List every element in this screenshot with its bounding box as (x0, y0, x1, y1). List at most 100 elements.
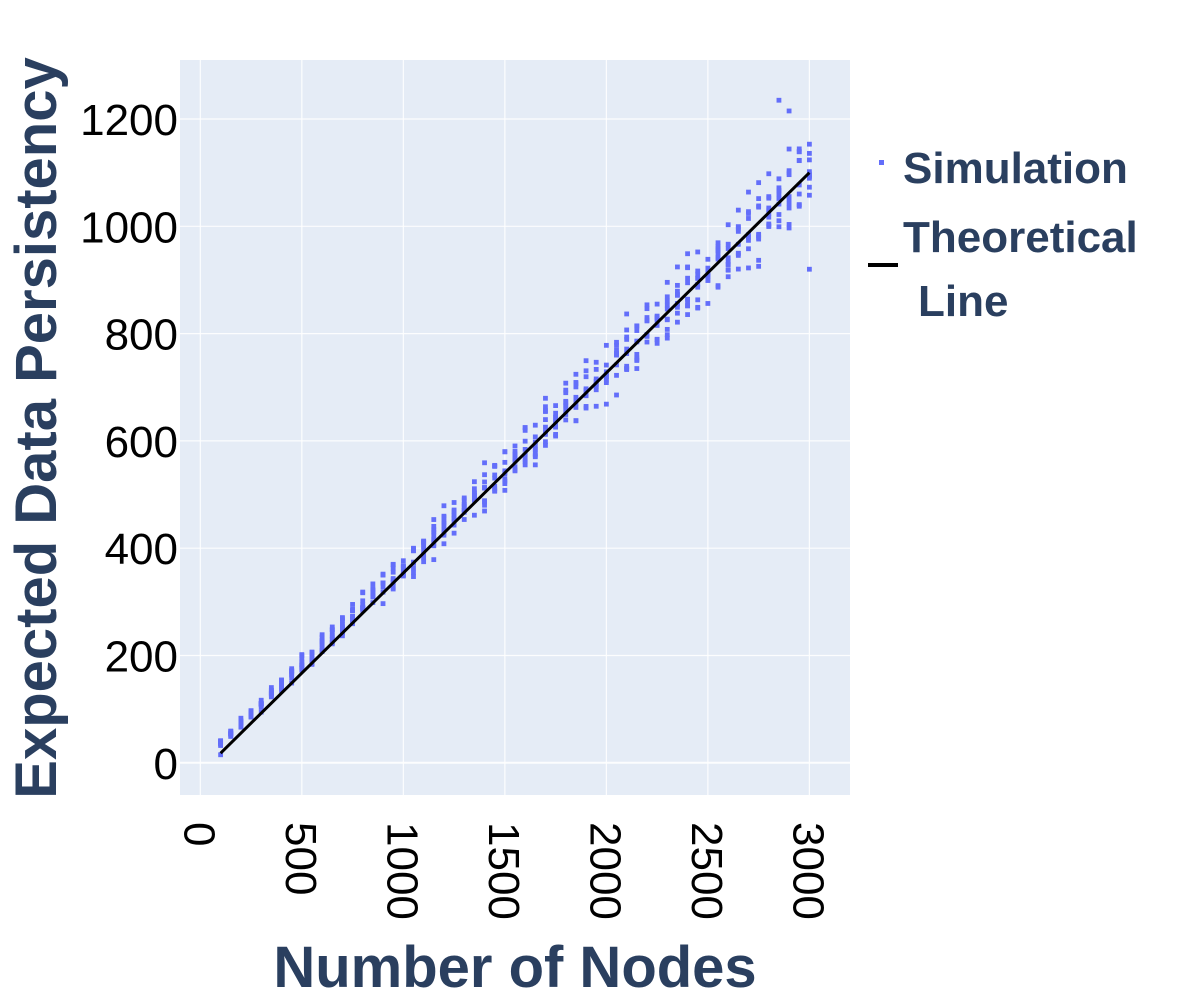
simulation-point (319, 647, 325, 653)
simulation-point (451, 507, 457, 513)
simulation-point (715, 284, 721, 290)
simulation-point (654, 301, 660, 307)
simulation-point (654, 317, 660, 323)
simulation-point (340, 622, 345, 627)
simulation-point (268, 685, 274, 690)
simulation-point (675, 310, 680, 316)
simulation-point (614, 339, 619, 345)
simulation-point (735, 250, 741, 256)
simulation-point (644, 306, 650, 312)
simulation-point (532, 434, 538, 440)
simulation-point (583, 393, 589, 399)
simulation-point (695, 249, 701, 255)
simulation-point (756, 204, 762, 210)
simulation-point (502, 487, 508, 493)
simulation-point (664, 306, 670, 312)
simulation-point (299, 667, 305, 673)
x-axis-title: Number of Nodes (273, 935, 756, 1000)
simulation-point (573, 384, 579, 390)
simulation-point (482, 479, 487, 485)
simulation-point (786, 108, 792, 114)
simulation-point (725, 267, 731, 273)
simulation-point (776, 212, 782, 217)
simulation-point (735, 228, 741, 234)
simulation-point (685, 298, 690, 304)
grid-layer (180, 60, 850, 795)
simulation-point (218, 752, 224, 758)
simulation-point (654, 337, 660, 343)
simulation-point (421, 548, 427, 554)
simulation-point (441, 519, 447, 525)
x-tick-label: 500 (276, 822, 325, 895)
simulation-point (563, 380, 569, 386)
legend-theoretical-label-line2: Line (918, 277, 1008, 326)
simulation-point (634, 328, 640, 333)
simulation-point (796, 182, 802, 188)
legend-theoretical: Theoretical Line (868, 213, 1138, 326)
y-tick-label: 800 (105, 311, 178, 360)
simulation-point (532, 446, 538, 452)
simulation-point (522, 447, 528, 452)
simulation-point (735, 266, 741, 272)
simulation-point (380, 601, 386, 607)
simulation-point (390, 586, 396, 592)
simulation-point (806, 169, 812, 175)
simulation-point (512, 443, 518, 449)
simulation-point (664, 317, 670, 323)
simulation-point (258, 697, 264, 703)
simulation-point (482, 508, 487, 514)
simulation-point (664, 326, 670, 332)
simulation-point (482, 499, 487, 505)
simulation-point (695, 268, 701, 274)
simulation-point (624, 327, 630, 333)
simulation-point (482, 502, 487, 508)
simulation-point (431, 532, 437, 538)
simulation-point (664, 294, 670, 300)
simulation-point (725, 255, 731, 261)
simulation-point (390, 569, 396, 575)
simulation-point (715, 248, 721, 253)
simulation-point (289, 668, 295, 674)
simulation-point (421, 539, 427, 545)
line-layer (219, 171, 811, 755)
simulation-point (441, 541, 447, 547)
simulation-point (319, 644, 325, 649)
simulation-point (675, 304, 680, 310)
simulation-point (614, 392, 619, 398)
simulation-point (806, 157, 812, 163)
simulation-point (553, 414, 559, 420)
simulation-point (482, 472, 487, 478)
simulation-point (766, 171, 772, 177)
simulation-point (705, 278, 711, 283)
simulation-point (390, 577, 396, 583)
simulation-point (492, 462, 498, 468)
simulation-point (634, 357, 640, 362)
simulation-point (603, 362, 609, 368)
simulation-point (675, 292, 680, 298)
simulation-point (299, 662, 305, 668)
simulation-point (471, 479, 477, 485)
simulation-point (319, 639, 325, 645)
simulation-point (421, 559, 427, 565)
simulation-point (583, 374, 589, 380)
x-tick-label: 3000 (783, 822, 832, 920)
simulation-point (411, 574, 416, 579)
simulation-point (370, 581, 376, 587)
simulation-point (522, 457, 528, 463)
simulation-point (715, 245, 721, 251)
simulation-point (299, 653, 305, 659)
simulation-point (776, 224, 782, 230)
simulation-point (746, 216, 751, 221)
simulation-point (471, 486, 477, 492)
simulation-point (471, 512, 477, 518)
simulation-point (715, 251, 721, 257)
simulation-point (563, 398, 569, 404)
simulation-point (380, 584, 386, 590)
simulation-point (502, 459, 508, 465)
simulation-point (634, 351, 640, 357)
simulation-point (329, 624, 335, 630)
simulation-point (776, 218, 782, 224)
simulation-point (461, 507, 467, 513)
simulation-point (522, 425, 528, 430)
y-tick-label: 1200 (80, 96, 178, 145)
